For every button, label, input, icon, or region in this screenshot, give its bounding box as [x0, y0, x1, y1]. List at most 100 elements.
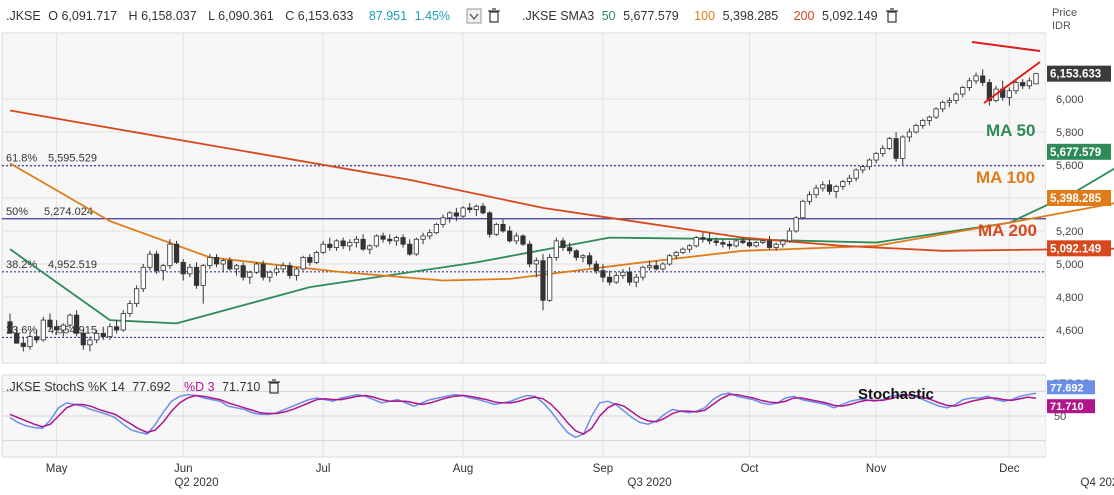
fib-level-value: 4,952.519	[48, 259, 97, 271]
candle-body	[333, 240, 340, 248]
candle-body	[980, 75, 986, 83]
candle-body	[533, 260, 539, 265]
fib-level-label: 50%	[6, 206, 28, 218]
candle-body	[953, 93, 959, 102]
price-tick-label: 5,200	[1056, 226, 1084, 238]
candle-body	[706, 238, 713, 242]
candle-body	[447, 212, 453, 219]
price-tick-label: 6,000	[1056, 94, 1084, 106]
candle-body	[1033, 73, 1039, 85]
candle-body	[287, 265, 293, 276]
delete-stoch-icon[interactable]	[268, 379, 280, 394]
candle-body	[427, 232, 433, 237]
candle-body	[187, 266, 193, 275]
candle-body	[613, 275, 619, 283]
candle-body	[600, 270, 606, 278]
month-label: Aug	[453, 463, 473, 475]
candle-body	[806, 194, 813, 202]
candle-body	[273, 268, 280, 273]
candle-body	[986, 82, 992, 102]
candle-body	[340, 240, 346, 247]
candle-body	[233, 265, 240, 270]
candle-body	[946, 100, 952, 103]
dropdown-button[interactable]	[466, 8, 482, 24]
candle-body	[293, 268, 300, 276]
candle-body	[567, 247, 573, 252]
candle-body	[300, 256, 306, 270]
change-percent: 1.45%	[415, 9, 450, 23]
candle-body	[107, 326, 113, 338]
candle-body	[480, 205, 486, 214]
candle-body	[886, 138, 893, 149]
price-axis-title: Price	[1052, 7, 1077, 19]
candle-body	[60, 324, 66, 331]
ma-line-ma200	[9, 109, 1114, 252]
candle-body	[113, 326, 120, 331]
candle-body	[320, 243, 326, 253]
stochastic-lines	[2, 390, 1046, 442]
candle-body	[453, 212, 459, 217]
candle-body	[766, 240, 773, 248]
candle-body	[367, 245, 373, 250]
candle-body	[307, 256, 313, 263]
candle-body	[120, 313, 126, 331]
candle-body	[880, 148, 886, 154]
candle-body	[720, 242, 726, 245]
candle-body	[247, 271, 253, 278]
svg-text:.JKSE SMA3 50 5,677.57: .JKSE SMA3 50 5,677.579 100 5,398.285 20…	[522, 9, 878, 23]
candle-body	[54, 326, 60, 331]
candle-body	[740, 240, 746, 243]
candle-body	[813, 187, 819, 196]
candle-body	[387, 238, 393, 242]
stoch-line-k	[9, 392, 1037, 439]
ma200-badge-label: 5,092.149	[1050, 243, 1101, 255]
close-label: C	[285, 9, 294, 23]
candle-body	[373, 235, 380, 247]
candle-body	[1006, 90, 1012, 98]
candle-body	[360, 238, 366, 250]
candle-body	[460, 207, 466, 217]
price-tick-label: 4,800	[1056, 292, 1084, 304]
sma50-period: 50	[602, 9, 616, 23]
delete-sma-icon[interactable]	[886, 8, 898, 23]
open-value: 6,091.717	[61, 9, 117, 23]
candle-body	[773, 243, 779, 248]
candle-body	[260, 263, 266, 278]
candle-body	[1013, 82, 1019, 92]
candle-body	[1026, 80, 1032, 87]
chevron-down-icon	[469, 13, 479, 21]
ma200-badge	[1047, 240, 1111, 257]
candle-body	[966, 80, 972, 88]
candle-body	[926, 116, 933, 121]
candle-body	[693, 237, 699, 247]
candle-body	[34, 336, 40, 341]
candle-body	[500, 223, 506, 232]
candle-body	[173, 243, 180, 263]
stoch-d-label: %D 3	[184, 380, 215, 394]
month-label: Sep	[593, 463, 613, 475]
candle-body	[726, 243, 733, 247]
candle-body	[746, 242, 753, 247]
candle-body	[646, 265, 653, 268]
candle-body	[280, 265, 286, 270]
candle-body	[507, 230, 513, 242]
svg-text:.JKSE StochS %K 14 77.692: .JKSE StochS %K 14 77.692 %D 3 71.710	[6, 380, 260, 394]
candle-body	[220, 260, 226, 265]
candle-body	[513, 235, 519, 242]
candle-body	[227, 260, 233, 270]
candle-body	[960, 87, 966, 95]
sma100-period: 100	[694, 9, 715, 23]
candle-body	[860, 166, 866, 171]
candle-body	[846, 177, 853, 182]
quarter-label: Q4 2020	[1081, 477, 1114, 489]
candle-body	[313, 252, 320, 263]
candle-body	[440, 217, 446, 225]
candle-body	[700, 237, 706, 240]
stoch-line-d	[9, 393, 1037, 435]
candle-body	[87, 339, 93, 346]
candle-body	[666, 255, 673, 265]
delete-price-icon[interactable]	[488, 8, 500, 23]
candle-body	[213, 256, 220, 265]
candle-body	[74, 314, 80, 334]
